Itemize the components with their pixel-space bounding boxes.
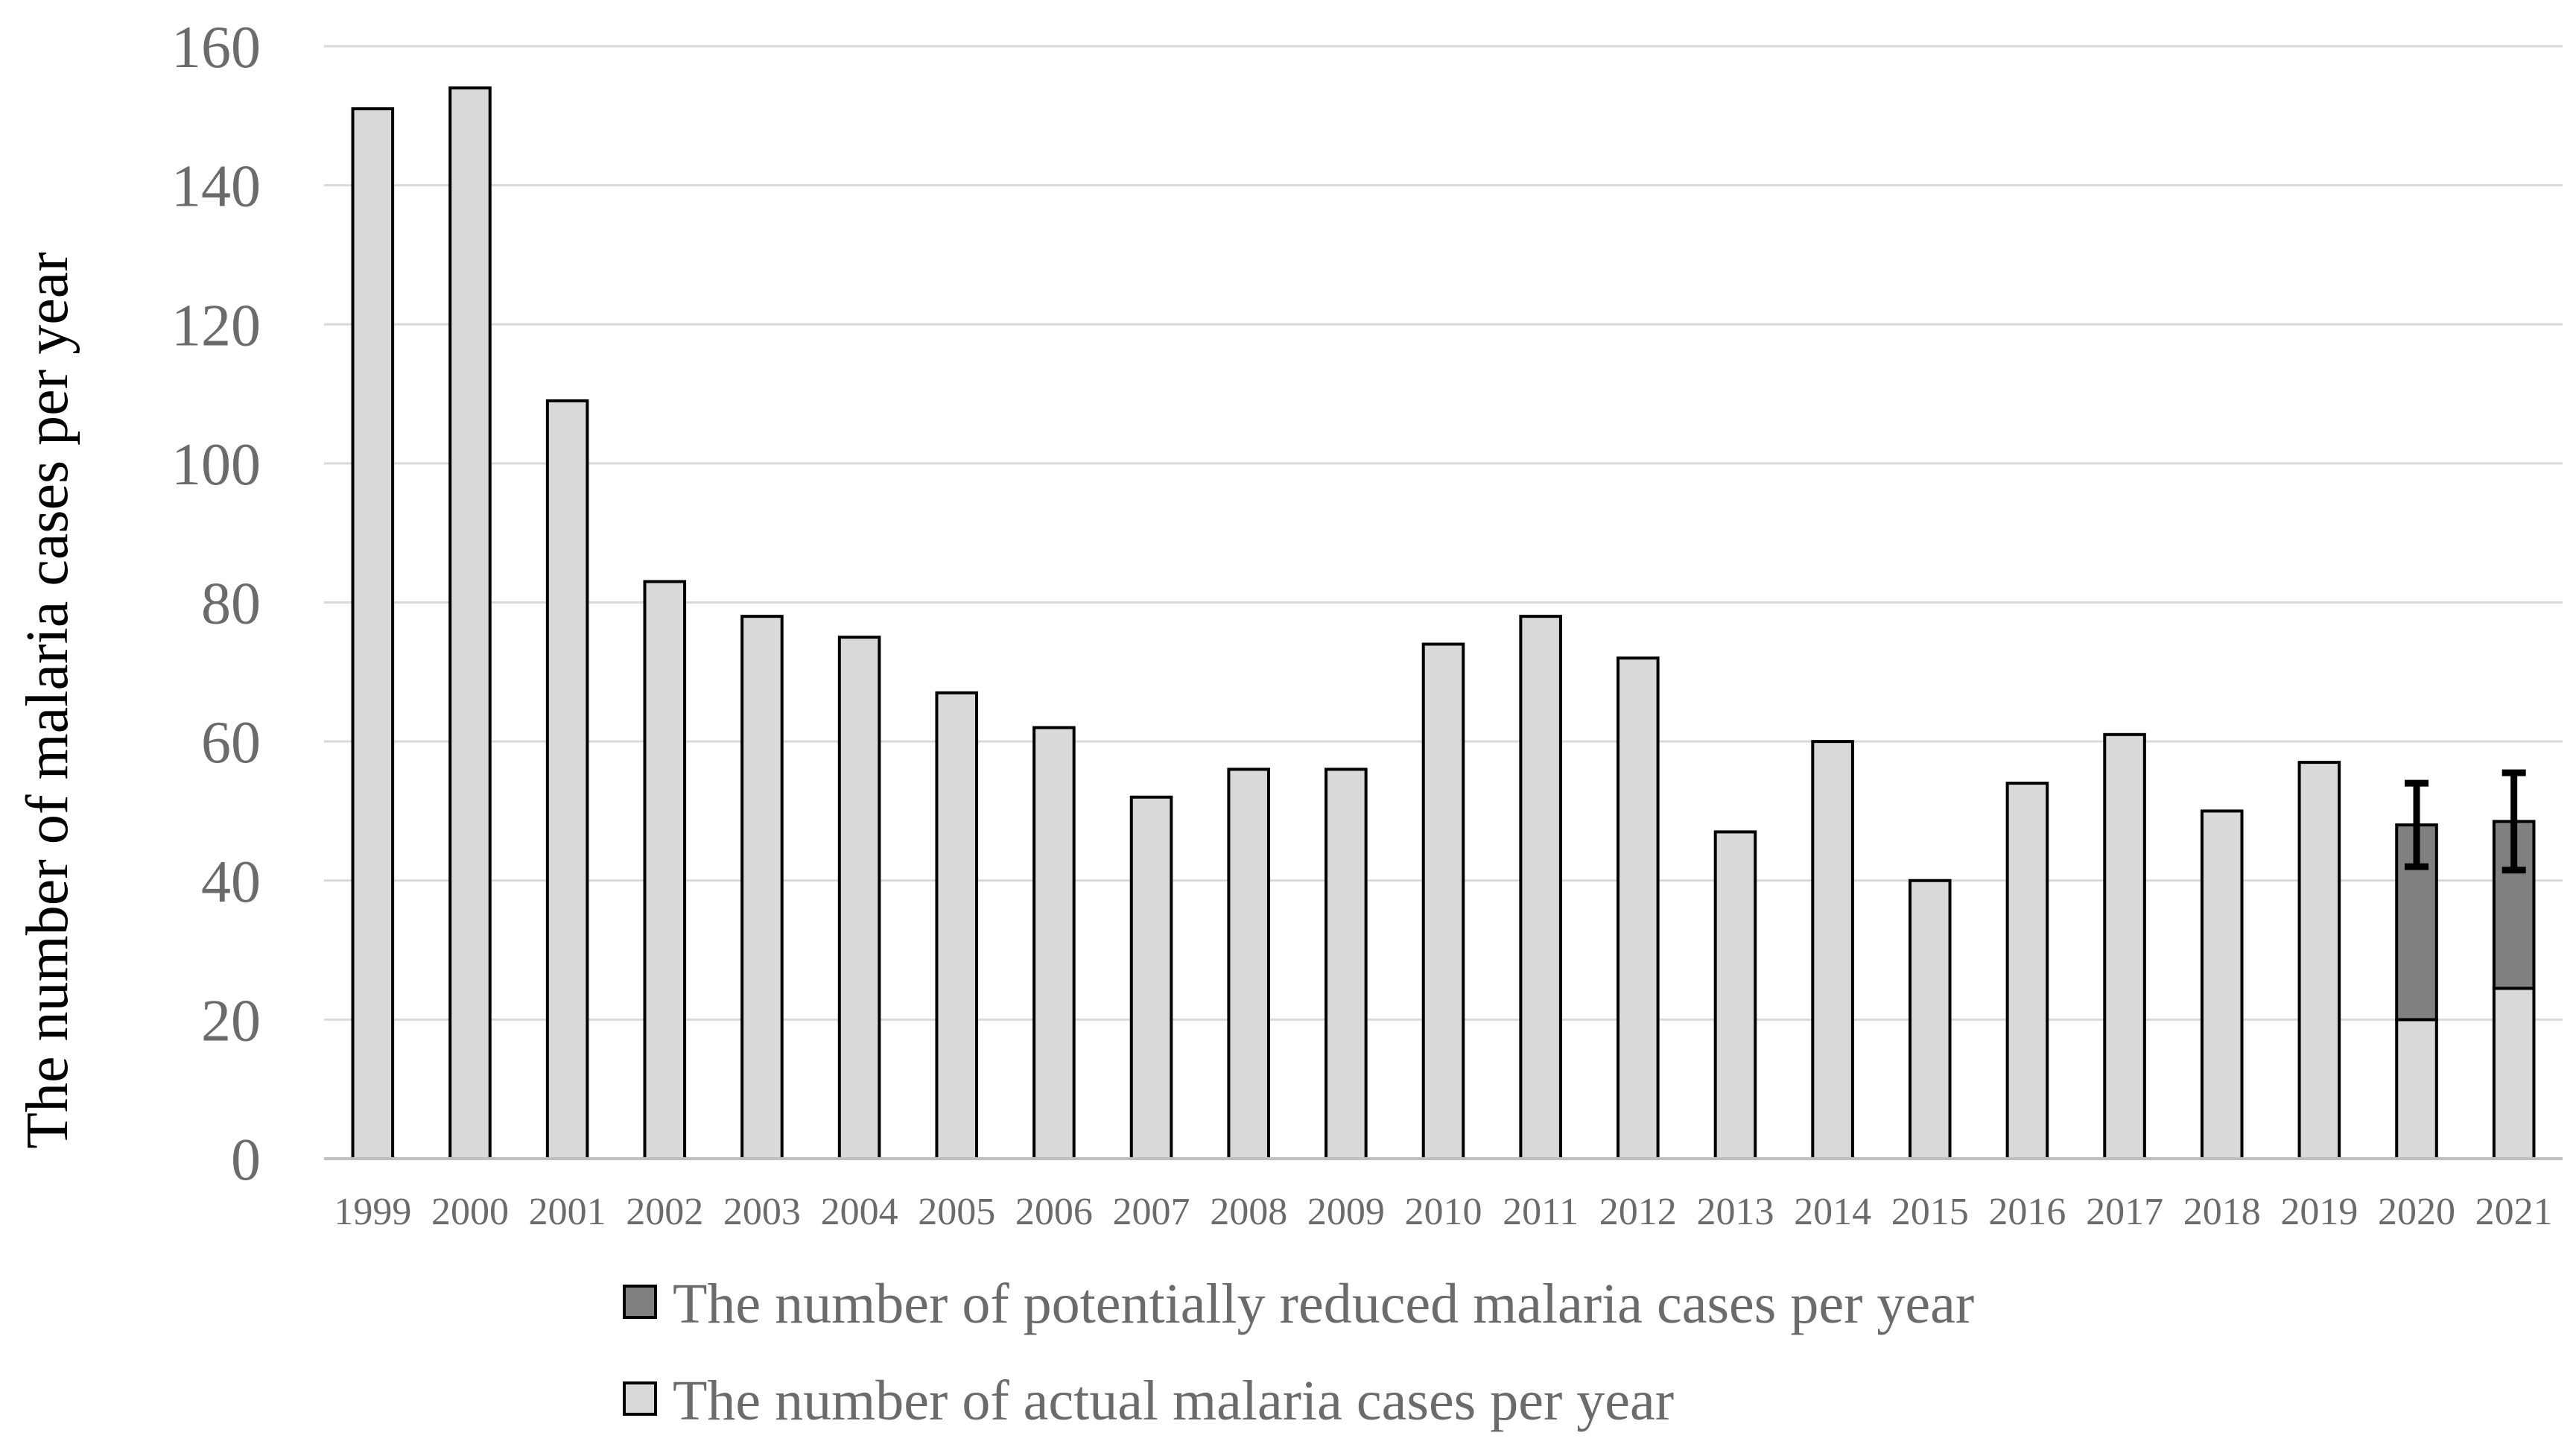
x-tick-label-2010: 2010 <box>1405 1191 1482 1233</box>
bar-actual-2012 <box>1617 656 1660 1160</box>
x-tick-label-2004: 2004 <box>821 1191 898 1233</box>
bar-actual-2000 <box>448 86 492 1160</box>
bar-actual-2004 <box>837 636 881 1160</box>
error-bars <box>2405 769 2526 874</box>
x-tick-label-2011: 2011 <box>1503 1191 1579 1233</box>
y-tick-label-20: 20 <box>201 988 261 1054</box>
bar-actual-2008 <box>1227 767 1270 1160</box>
legend-label-reduced: The number of potentially reduced malari… <box>673 1273 1974 1335</box>
y-axis-label: The number of malaria cases per year <box>15 252 80 1149</box>
bar-actual-2014 <box>1811 740 1854 1160</box>
y-tick-label-80: 80 <box>201 572 261 637</box>
x-tick-label-2002: 2002 <box>626 1191 703 1233</box>
x-tick-label-2001: 2001 <box>529 1191 606 1233</box>
y-tick-label-120: 120 <box>171 293 261 358</box>
bar-actual-2002 <box>643 580 687 1160</box>
bar-actual-2003 <box>740 615 784 1160</box>
x-tick-label-2006: 2006 <box>1015 1191 1093 1233</box>
y-tick-label-100: 100 <box>171 432 261 498</box>
legend: The number of potentially reduced malari… <box>623 1273 1974 1432</box>
bar-actual-1999 <box>351 107 395 1161</box>
y-tick-label-40: 40 <box>201 849 261 915</box>
bar-actual-2015 <box>1908 879 1952 1160</box>
bar-actual-2009 <box>1325 767 1368 1160</box>
bar-actual-2017 <box>2103 732 2146 1160</box>
bars <box>351 86 2536 1161</box>
bar-actual-2016 <box>2005 782 2049 1161</box>
bar-actual-2019 <box>2297 761 2341 1160</box>
bar-actual-2007 <box>1129 795 1173 1161</box>
x-tick-label-2015: 2015 <box>1891 1191 1969 1233</box>
x-tick-label-2021: 2021 <box>2475 1191 2553 1233</box>
x-tick-label-2019: 2019 <box>2280 1191 2358 1233</box>
bar-actual-2010 <box>1421 642 1465 1160</box>
legend-item-actual: The number of actual malaria cases per y… <box>623 1370 1674 1432</box>
y-tick-label-140: 140 <box>171 154 261 220</box>
y-tick-label-0: 0 <box>231 1127 261 1193</box>
y-tick-label-160: 160 <box>171 15 261 80</box>
bar-actual-2006 <box>1032 726 1076 1160</box>
bar-actual-2021 <box>2492 987 2536 1161</box>
x-tick-label-1999: 1999 <box>334 1191 411 1233</box>
bar-actual-2020 <box>2395 1018 2438 1160</box>
y-tick-labels: 0 20 40 60 80 100 120 140 160 <box>171 15 261 1193</box>
x-tick-label-2014: 2014 <box>1794 1191 1871 1233</box>
x-tick-label-2012: 2012 <box>1599 1191 1677 1233</box>
x-tick-label-2020: 2020 <box>2378 1191 2455 1233</box>
x-tick-label-2017: 2017 <box>2086 1191 2163 1233</box>
x-tick-label-2016: 2016 <box>1988 1191 2066 1233</box>
x-tick-label-2003: 2003 <box>723 1191 801 1233</box>
legend-item-reduced: The number of potentially reduced malari… <box>623 1273 1974 1335</box>
error-bar-2020 <box>2405 779 2429 870</box>
error-bar-2021 <box>2502 769 2526 874</box>
bar-actual-2005 <box>935 691 979 1160</box>
x-tick-labels: 1999 2000 2001 2002 2003 2004 2005 2006 2007 2008… <box>334 1191 2552 1233</box>
x-tick-label-2013: 2013 <box>1696 1191 1774 1233</box>
bar-actual-2018 <box>2200 809 2244 1160</box>
bar-actual-2011 <box>1519 615 1562 1160</box>
x-tick-label-2000: 2000 <box>431 1191 509 1233</box>
x-tick-label-2009: 2009 <box>1307 1191 1385 1233</box>
x-tick-label-2007: 2007 <box>1113 1191 1190 1233</box>
bar-actual-2001 <box>545 399 589 1160</box>
x-tick-label-2018: 2018 <box>2183 1191 2261 1233</box>
bar-actual-2013 <box>1713 830 1757 1161</box>
legend-swatch-reduced <box>623 1285 657 1319</box>
legend-label-actual: The number of actual malaria cases per y… <box>673 1370 1674 1432</box>
legend-swatch-actual <box>623 1381 657 1416</box>
y-tick-label-60: 60 <box>201 710 261 776</box>
x-tick-label-2005: 2005 <box>918 1191 995 1233</box>
x-tick-label-2008: 2008 <box>1210 1191 1287 1233</box>
